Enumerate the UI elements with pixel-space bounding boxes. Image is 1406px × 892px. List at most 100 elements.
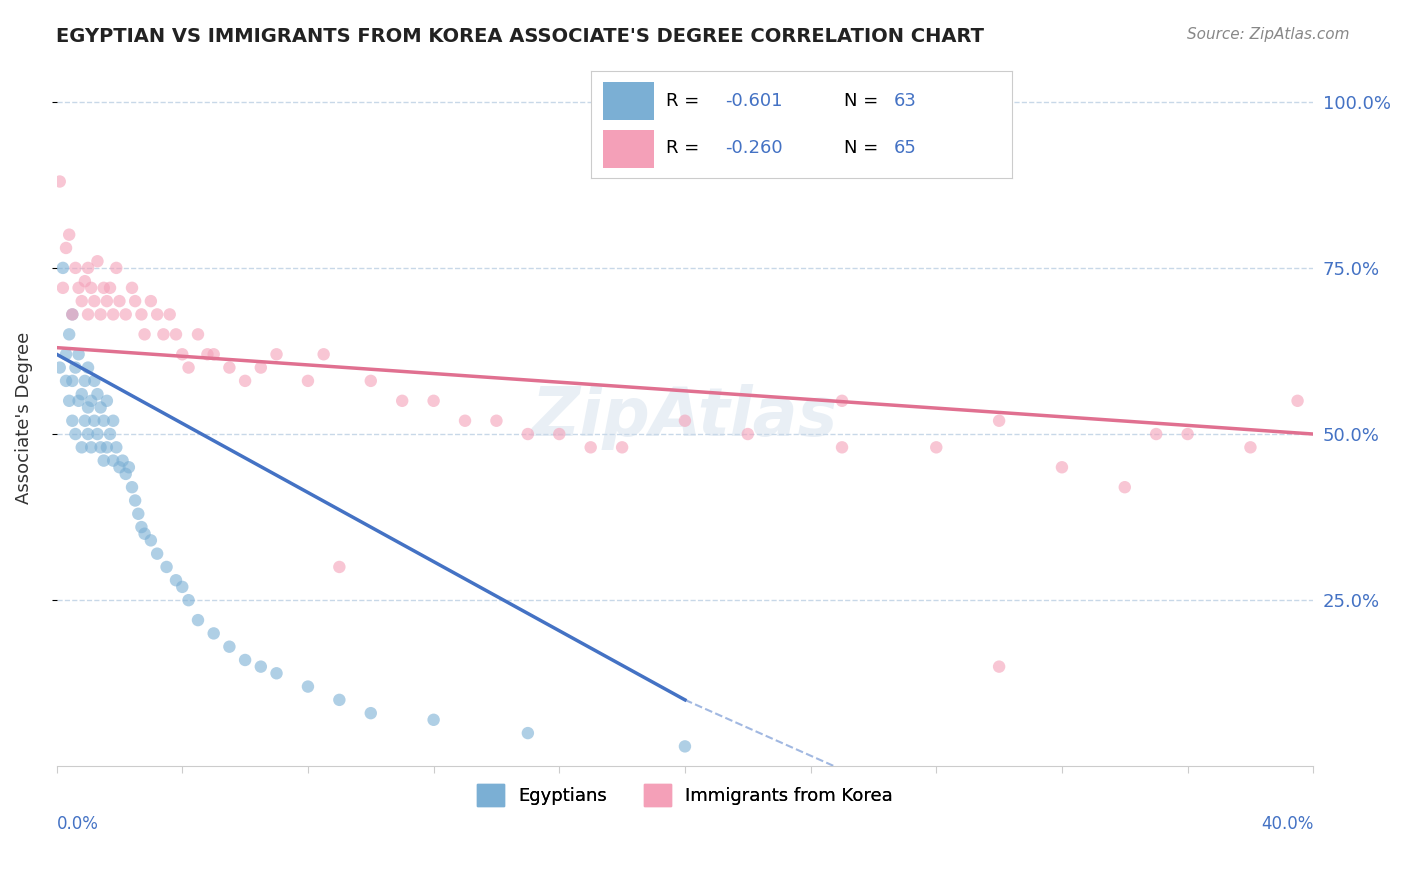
Text: 65: 65 [894,139,917,157]
Point [159,307,181,321]
Text: Source: ZipAtlas.com: Source: ZipAtlas.com [1187,27,1350,42]
Point [250,659,273,673]
Point [579,440,602,454]
Point [83,294,105,309]
Point [60,374,83,388]
Point [90,307,112,321]
Point [65,427,87,442]
Point [58,327,80,342]
Point [108,460,131,475]
Point [172,347,194,361]
Point [673,739,696,754]
Point [90,401,112,415]
Point [1239,440,1261,454]
Point [1114,480,1136,494]
Point [98,281,121,295]
Point [360,706,382,721]
Point [485,414,508,428]
Point [172,580,194,594]
Point [202,626,225,640]
Point [105,440,128,454]
Point [101,307,124,321]
Point [60,307,83,321]
Point [48,174,70,188]
Text: 0.0%: 0.0% [56,815,98,833]
Point [422,713,444,727]
Point [73,274,96,288]
Point [146,307,169,321]
Point [114,307,136,321]
Point [55,347,77,361]
Point [48,360,70,375]
Point [118,460,141,475]
Point [96,440,118,454]
Point [250,360,273,375]
Point [101,453,124,467]
Point [165,573,187,587]
Point [70,440,93,454]
Point [202,347,225,361]
Point [233,374,256,388]
Point [67,393,90,408]
Point [673,414,696,428]
Point [516,726,538,740]
Point [93,453,115,467]
Point [70,387,93,401]
Point [83,414,105,428]
Point [60,414,83,428]
Point [105,260,128,275]
Point [77,307,100,321]
Point [177,360,200,375]
Point [86,387,108,401]
Point [96,294,118,309]
Point [77,401,100,415]
Point [297,680,319,694]
Text: N =: N = [844,139,883,157]
Point [121,480,143,494]
Point [218,640,240,654]
Point [134,526,156,541]
Point [77,260,100,275]
Point [90,440,112,454]
Point [70,294,93,309]
Point [548,427,571,442]
Point [58,393,80,408]
Point [1050,460,1073,475]
Point [124,294,146,309]
Point [52,281,75,295]
Point [218,360,240,375]
Point [831,393,853,408]
Point [60,307,83,321]
Point [77,427,100,442]
Point [925,440,948,454]
Point [86,427,108,442]
Point [197,347,219,361]
Point [152,327,174,342]
Point [67,347,90,361]
Point [80,393,103,408]
Point [131,307,153,321]
Point [988,414,1011,428]
Point [80,281,103,295]
Point [58,227,80,242]
Point [52,260,75,275]
Point [55,241,77,255]
Point [67,281,90,295]
Point [988,659,1011,673]
Point [108,294,131,309]
Point [73,374,96,388]
Point [831,440,853,454]
Text: R =: R = [666,93,706,111]
Point [86,254,108,268]
Point [134,327,156,342]
Point [80,440,103,454]
Point [165,327,187,342]
Point [1286,393,1309,408]
Point [737,427,759,442]
Point [93,414,115,428]
Point [360,374,382,388]
Text: 40.0%: 40.0% [1261,815,1313,833]
Point [93,281,115,295]
Text: -0.260: -0.260 [725,139,783,157]
Point [1177,427,1199,442]
